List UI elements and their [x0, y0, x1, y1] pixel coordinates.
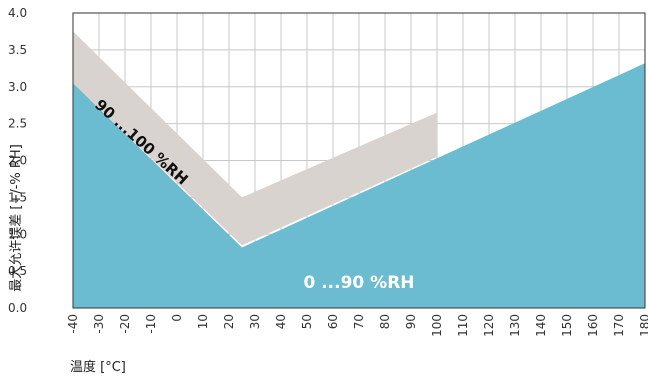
x-axis-label: 温度 [°C]: [70, 359, 126, 375]
y-tick-label-4: 2.0: [8, 154, 27, 168]
areas: [73, 31, 645, 309]
plot-border: [72, 12, 646, 309]
y-tick-label-2: 1.0: [8, 227, 27, 241]
x-tick-label-0: -40: [66, 314, 80, 334]
x-tick-label-9: 50: [300, 314, 314, 329]
x-tick-label-13: 90: [404, 314, 418, 329]
y-tick-label-1: 0.5: [8, 264, 27, 278]
x-tick-label-12: 80: [378, 314, 392, 329]
x-tick-label-15: 110: [456, 314, 470, 337]
y-tick-label-0: 0.0: [8, 301, 27, 315]
x-tick-label-5: 10: [196, 314, 210, 329]
x-tick-label-19: 150: [560, 314, 574, 337]
x-tick-label-7: 30: [248, 314, 262, 329]
annotation-1: 0 ...90 %RH: [303, 273, 414, 293]
x-tick-label-4: 0: [170, 314, 184, 322]
x-tick-label-20: 160: [586, 314, 600, 337]
x-tick-label-16: 120: [482, 314, 496, 337]
x-tick-label-8: 40: [274, 314, 288, 329]
x-tick-label-14: 100: [430, 314, 444, 337]
y-tick-label-7: 3.5: [8, 43, 27, 57]
x-tick-labels: -40 -30 -20 -10 0 10 20 30 40 50 60 70 80 90 100 110 120…: [66, 314, 648, 337]
y-tick-labels: 0.0 0.5 1.0 1.5 2.0 2.5 3.0 3.5 4.0: [8, 6, 27, 315]
x-tick-label-22: 180: [638, 314, 648, 337]
y-tick-label-3: 1.5: [8, 190, 27, 204]
area-series-1: [73, 63, 645, 309]
x-tick-label-2: -20: [118, 314, 132, 334]
x-tick-label-1: -30: [92, 314, 106, 334]
plot-frame: [72, 12, 646, 309]
y-tick-label-6: 3.0: [8, 80, 27, 94]
x-tick-label-6: 20: [222, 314, 236, 329]
y-tick-label-5: 2.5: [8, 117, 27, 131]
x-tick-label-18: 140: [534, 314, 548, 337]
y-axis-label: 最大允许误差 [+/-% RH]: [8, 144, 24, 292]
x-tick-label-3: -10: [144, 314, 158, 334]
x-tick-label-17: 130: [508, 314, 522, 337]
x-tick-label-21: 170: [612, 314, 626, 337]
area-series-0: [73, 31, 437, 246]
x-tick-label-10: 60: [326, 314, 340, 329]
y-tick-label-8: 4.0: [8, 6, 27, 20]
x-tick-label-11: 70: [352, 314, 366, 329]
